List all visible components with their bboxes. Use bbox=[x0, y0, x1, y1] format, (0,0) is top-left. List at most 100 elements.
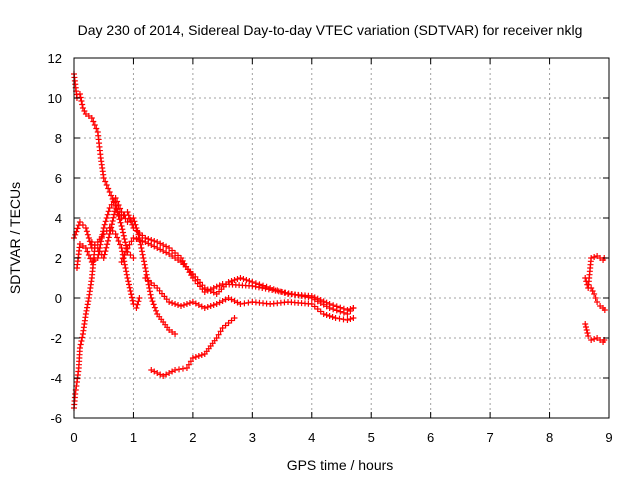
series-track-h bbox=[148, 315, 238, 379]
data-point bbox=[151, 304, 158, 311]
data-point bbox=[115, 202, 122, 208]
data-point bbox=[79, 105, 86, 111]
data-point bbox=[117, 241, 124, 248]
data-point bbox=[108, 201, 115, 208]
data-point bbox=[228, 278, 235, 284]
data-point bbox=[97, 241, 104, 248]
x-axis-ticks: 0 1 2 3 4 5 6 7 8 9 bbox=[70, 58, 613, 445]
data-point bbox=[146, 285, 153, 291]
data-point bbox=[88, 239, 95, 245]
x-tick-label: 0 bbox=[70, 430, 77, 445]
data-point bbox=[207, 303, 214, 309]
series-track-b bbox=[71, 245, 98, 411]
series-track-j bbox=[582, 321, 608, 345]
data-point bbox=[340, 316, 347, 323]
data-point bbox=[76, 91, 83, 97]
data-point bbox=[153, 307, 160, 314]
data-point bbox=[109, 218, 116, 224]
data-marks bbox=[71, 71, 608, 411]
data-point bbox=[94, 245, 101, 251]
data-point bbox=[594, 299, 601, 305]
data-point bbox=[344, 307, 351, 313]
data-point bbox=[277, 288, 284, 295]
data-point bbox=[169, 300, 176, 306]
data-point bbox=[125, 281, 132, 288]
data-point bbox=[84, 231, 91, 238]
data-point bbox=[72, 231, 79, 238]
data-point bbox=[588, 255, 595, 261]
data-point bbox=[105, 185, 112, 192]
data-point bbox=[139, 238, 146, 244]
data-point bbox=[96, 248, 103, 255]
data-point bbox=[74, 225, 81, 232]
data-point bbox=[121, 258, 128, 265]
data-point bbox=[582, 324, 589, 330]
data-point bbox=[246, 278, 253, 284]
data-point bbox=[100, 225, 107, 231]
data-point bbox=[84, 248, 91, 255]
data-point bbox=[274, 287, 281, 294]
data-point bbox=[213, 335, 220, 341]
y-axis-label: SDTVAR / TECUs bbox=[7, 182, 23, 294]
data-point bbox=[350, 315, 357, 321]
data-point bbox=[101, 221, 108, 228]
data-point bbox=[114, 234, 121, 241]
data-point bbox=[100, 231, 107, 237]
data-point bbox=[93, 125, 100, 132]
data-point bbox=[121, 236, 128, 242]
data-point bbox=[329, 314, 336, 320]
data-point bbox=[124, 209, 131, 215]
data-point bbox=[104, 211, 111, 218]
data-point bbox=[138, 245, 145, 251]
chart-title: Day 230 of 2014, Sidereal Day-to-day VTE… bbox=[78, 22, 583, 38]
data-point bbox=[180, 302, 187, 308]
data-point bbox=[142, 268, 149, 275]
y-tick-label: 0 bbox=[55, 291, 62, 306]
data-point bbox=[172, 367, 179, 373]
data-point bbox=[110, 214, 117, 221]
data-point bbox=[326, 313, 333, 319]
data-point bbox=[151, 238, 158, 244]
data-point bbox=[135, 298, 142, 305]
data-point bbox=[256, 281, 263, 288]
data-point bbox=[100, 175, 107, 181]
x-tick-label: 6 bbox=[427, 430, 434, 445]
data-point bbox=[128, 291, 135, 298]
data-point bbox=[126, 284, 133, 291]
data-point bbox=[88, 245, 95, 251]
data-point bbox=[192, 354, 199, 360]
data-point bbox=[82, 245, 89, 251]
data-point bbox=[308, 293, 315, 299]
data-point bbox=[582, 321, 589, 327]
data-point bbox=[260, 282, 267, 289]
data-point bbox=[243, 277, 250, 283]
data-point bbox=[589, 288, 596, 294]
data-point bbox=[267, 285, 274, 291]
data-point bbox=[123, 245, 130, 252]
data-point bbox=[323, 299, 330, 306]
data-point bbox=[186, 300, 193, 306]
data-point bbox=[176, 366, 183, 373]
data-point bbox=[112, 195, 119, 201]
data-point bbox=[591, 254, 598, 260]
data-point bbox=[102, 218, 109, 225]
data-point bbox=[103, 215, 110, 221]
y-tick-label: -6 bbox=[50, 411, 62, 426]
data-point bbox=[81, 108, 88, 114]
data-point bbox=[281, 289, 288, 296]
data-point bbox=[234, 276, 241, 282]
data-point bbox=[330, 302, 337, 309]
data-point bbox=[128, 218, 135, 225]
data-point bbox=[118, 245, 125, 251]
data-point bbox=[133, 305, 140, 311]
data-point bbox=[99, 231, 106, 238]
data-point bbox=[241, 300, 248, 307]
data-point bbox=[141, 261, 148, 268]
data-point bbox=[105, 208, 112, 215]
data-point bbox=[78, 338, 85, 344]
data-point bbox=[120, 255, 127, 262]
data-point bbox=[129, 221, 136, 228]
x-tick-label: 5 bbox=[368, 430, 375, 445]
y-axis-ticks: -6 -4 -2 0 2 4 6 8 10 12 bbox=[48, 51, 609, 426]
data-point bbox=[83, 228, 90, 235]
